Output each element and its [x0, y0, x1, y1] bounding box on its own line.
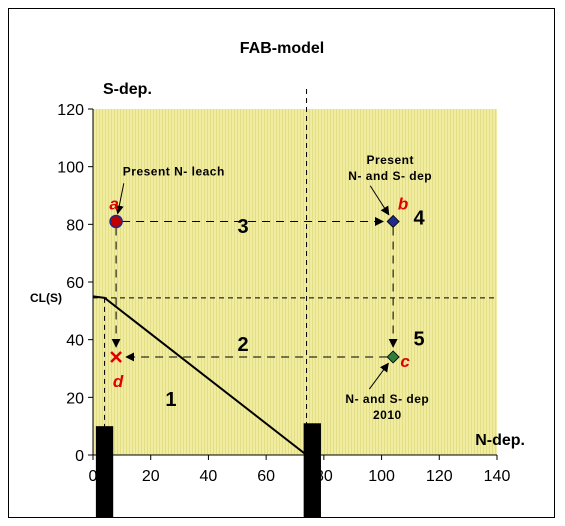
- point-b: [386, 214, 400, 229]
- annotation-pointer-c: [368, 362, 389, 390]
- y-tick-label: 0: [75, 448, 84, 465]
- annotation-pointer-a: [114, 183, 125, 215]
- annotation-text: Present: [366, 153, 414, 167]
- black-bar: [95, 426, 114, 518]
- x-tick-label: 60: [257, 468, 275, 485]
- y-tick-label: 100: [57, 160, 84, 177]
- point-label-a: a: [109, 194, 118, 213]
- cl-s-label: CL(S): [30, 291, 62, 305]
- y-tick-label: 80: [66, 217, 84, 234]
- point-label-b: b: [398, 194, 408, 213]
- y-tick-label: 40: [66, 333, 84, 350]
- x-tick-label: 0: [89, 468, 98, 485]
- y-tick-label: 20: [66, 390, 84, 407]
- region-label-1: 1: [165, 389, 176, 411]
- path-label-3: 3: [237, 216, 248, 238]
- y-tick-label: 60: [66, 275, 84, 292]
- x-tick-label: 20: [142, 468, 160, 485]
- point-label-d: d: [113, 372, 124, 391]
- y-tick-label: 120: [57, 102, 84, 119]
- point-c: [386, 350, 400, 364]
- point-label-c: c: [400, 352, 410, 371]
- annotation-pointer-b: [369, 185, 390, 216]
- y-axis-label: S-dep.: [103, 81, 152, 98]
- x-tick-label: 120: [426, 468, 453, 485]
- x-tick-label: 100: [368, 468, 395, 485]
- x-tick-label: 40: [200, 468, 218, 485]
- point-a: [109, 214, 123, 229]
- x-tick-label: 140: [484, 468, 511, 485]
- annotation-text: N- and S- dep: [348, 169, 432, 183]
- annotation-text: 2010: [373, 408, 402, 422]
- path-label-2: 2: [237, 334, 248, 356]
- annotation-text: Present N- leach: [123, 164, 225, 178]
- annotation-text: N- and S- dep: [345, 392, 429, 406]
- x-axis-label: N-dep.: [475, 432, 525, 449]
- black-bar: [303, 423, 321, 518]
- x-tick-label: 80: [315, 468, 333, 485]
- plot-area: [93, 109, 497, 455]
- region-label-5: 5: [414, 328, 425, 350]
- point-d: [110, 351, 122, 363]
- chart-title: FAB-model: [240, 40, 324, 57]
- region-label-4: 4: [414, 207, 426, 229]
